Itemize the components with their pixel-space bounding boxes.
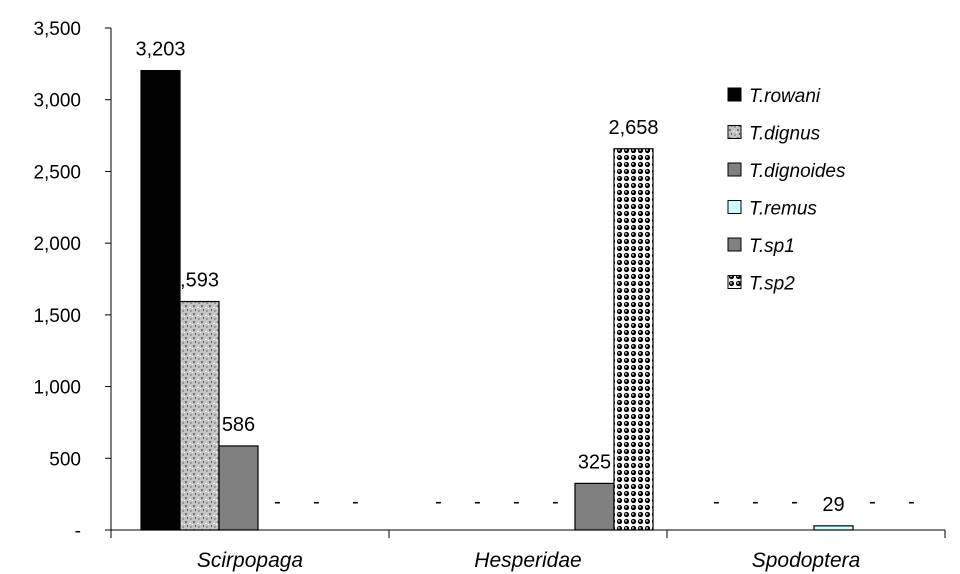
legend-swatch bbox=[727, 275, 742, 289]
zero-value-dash: - bbox=[274, 491, 281, 513]
data-label: 29 bbox=[822, 494, 844, 516]
y-tick-label: 2,000 bbox=[33, 234, 81, 255]
y-tick-label: 1,500 bbox=[33, 306, 81, 327]
y-tick-label: 1,000 bbox=[33, 378, 81, 399]
legend-swatch bbox=[727, 125, 742, 139]
zero-value-dash: - bbox=[474, 491, 481, 513]
legend: T.rowani T.dignus T.dignoides T.remus T.sp1 T… bbox=[727, 86, 846, 295]
zero-value-dash: - bbox=[869, 491, 876, 513]
category-label: Spodoptera bbox=[752, 549, 861, 572]
zero-value-dash: - bbox=[791, 491, 798, 513]
bars bbox=[140, 69, 854, 531]
y-tick-label: 500 bbox=[49, 449, 81, 470]
category-labels: Scirpopaga Hesperidae Spodoptera bbox=[197, 549, 860, 572]
zero-dashes: ------------ bbox=[274, 491, 915, 513]
data-label: 3,203 bbox=[135, 39, 185, 61]
x-ticks bbox=[110, 530, 946, 538]
zero-value-dash: - bbox=[908, 491, 915, 513]
data-label: 325 bbox=[578, 451, 611, 473]
y-tick-label: 3,000 bbox=[33, 91, 81, 112]
y-ticks: - 500 1,000 1,500 2,000 2,500 3,000 3,500 bbox=[33, 19, 111, 542]
data-label: 586 bbox=[222, 414, 255, 436]
bar-tsp1 bbox=[574, 482, 615, 531]
legend-label: T.dignoides bbox=[749, 161, 846, 182]
data-labels: 3,203 ,593 586 325 2,658 29 bbox=[135, 39, 844, 516]
legend-label: T.sp2 bbox=[749, 274, 795, 295]
zero-value-dash: - bbox=[352, 491, 359, 513]
zero-value-dash: - bbox=[313, 491, 320, 513]
legend-swatch bbox=[727, 200, 742, 214]
category-label: Scirpopaga bbox=[197, 549, 303, 572]
legend-label: T.sp1 bbox=[749, 236, 795, 257]
y-tick-label: 3,500 bbox=[33, 19, 81, 40]
y-tick-label: - bbox=[75, 521, 81, 542]
category-label: Hesperidae bbox=[474, 549, 581, 572]
legend-label: T.dignus bbox=[749, 124, 821, 145]
zero-value-dash: - bbox=[435, 491, 442, 513]
data-label: ,593 bbox=[180, 270, 219, 292]
y-tick-label: 2,500 bbox=[33, 162, 81, 183]
zero-value-dash: - bbox=[752, 491, 759, 513]
bar-tdignus bbox=[179, 300, 220, 531]
bar-tdignoides bbox=[218, 445, 259, 531]
zero-value-dash: - bbox=[713, 491, 720, 513]
legend-label: T.rowani bbox=[749, 86, 821, 107]
bar-trowani bbox=[140, 69, 181, 531]
bar-tsp2 bbox=[613, 148, 654, 531]
data-label: 2,658 bbox=[608, 117, 658, 139]
legend-swatch bbox=[727, 162, 742, 177]
legend-swatch bbox=[727, 87, 742, 102]
legend-swatch bbox=[727, 237, 742, 252]
zero-value-dash: - bbox=[552, 491, 559, 513]
legend-label: T.remus bbox=[749, 199, 817, 220]
zero-value-dash: - bbox=[513, 491, 520, 513]
bar-tremus bbox=[813, 525, 854, 531]
